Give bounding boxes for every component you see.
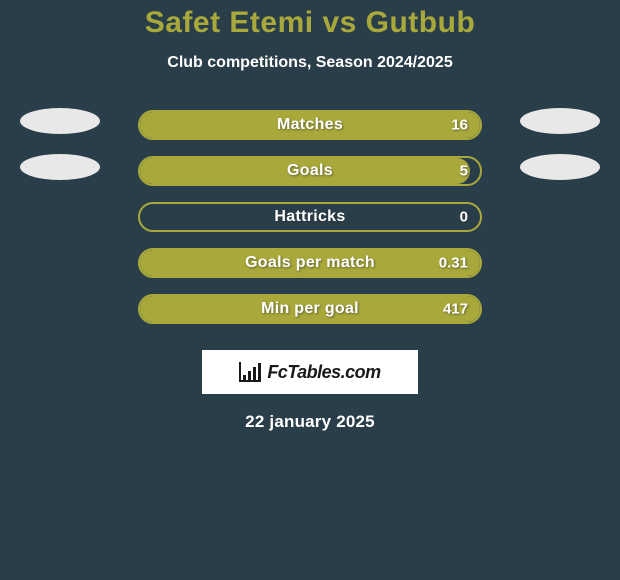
- stat-row: Goals per match0.31: [0, 240, 620, 286]
- stat-bar-fill: [140, 158, 470, 184]
- stat-row: Min per goal417: [0, 286, 620, 332]
- logo-text: FcTables.com: [267, 362, 380, 383]
- stats-region: Matches16 Goals5 Hattricks0 Goals per match…: [0, 102, 620, 332]
- player1-badge: [20, 108, 100, 134]
- stat-row: Matches16: [0, 102, 620, 148]
- page-title: Safet Etemi vs Gutbub: [0, 6, 620, 40]
- stat-bar: Goals per match0.31: [138, 248, 482, 278]
- stat-label: Hattricks: [140, 208, 480, 226]
- player2-badge: [520, 108, 600, 134]
- stat-bar: Hattricks0: [138, 202, 482, 232]
- comparison-card: Safet Etemi vs Gutbub Club competitions,…: [0, 0, 620, 432]
- stat-bar: Matches16: [138, 110, 482, 140]
- logo: FcTables.com: [239, 362, 380, 383]
- logo-box[interactable]: FcTables.com: [202, 350, 418, 394]
- stat-bar: Min per goal417: [138, 294, 482, 324]
- stat-bar: Goals5: [138, 156, 482, 186]
- chart-icon: [239, 362, 261, 382]
- stat-bar-fill: [140, 296, 480, 322]
- stat-value: 0: [460, 209, 468, 226]
- page-subtitle: Club competitions, Season 2024/2025: [0, 54, 620, 72]
- player2-badge: [520, 154, 600, 180]
- stat-bar-fill: [140, 250, 480, 276]
- snapshot-date: 22 january 2025: [0, 412, 620, 432]
- stat-row: Goals5: [0, 148, 620, 194]
- stat-bar-fill: [140, 112, 480, 138]
- player1-badge: [20, 154, 100, 180]
- stat-row: Hattricks0: [0, 194, 620, 240]
